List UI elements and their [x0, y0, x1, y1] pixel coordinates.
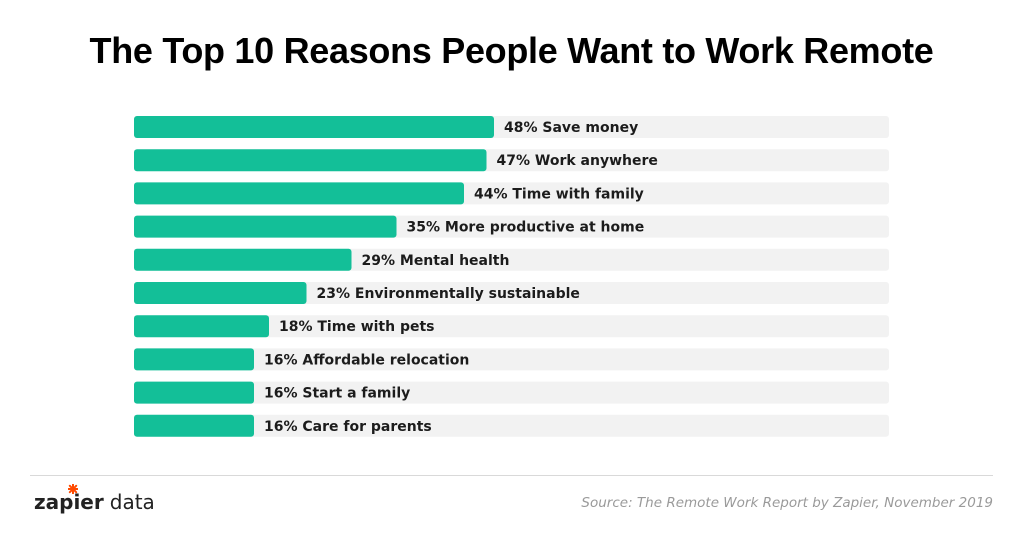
chart-title: The Top 10 Reasons People Want to Work R… — [89, 30, 934, 71]
brand-name-text: zapier — [34, 490, 104, 514]
bar-label-8: 16% Affordable relocation — [264, 352, 469, 368]
bar-track — [134, 282, 889, 304]
bar-4 — [134, 215, 397, 238]
bar-10 — [134, 414, 254, 437]
bar-label-9: 16% Start a family — [264, 386, 410, 402]
bar-label-6: 23% Environmentally sustainable — [317, 286, 580, 302]
zapier-asterisk-icon — [68, 484, 78, 494]
bar-7 — [134, 315, 269, 338]
bar-track — [134, 381, 889, 404]
bar-9 — [134, 381, 254, 404]
bar-label-10: 16% Care for parents — [264, 419, 432, 435]
brand-logo: zapier data — [34, 484, 155, 514]
bar-label-1: 48% Save money — [504, 120, 638, 136]
bar-2 — [134, 149, 487, 172]
bar-8 — [134, 348, 254, 371]
bar-label-5: 29% Mental health — [362, 253, 510, 269]
bar-3 — [134, 182, 464, 205]
bar-6 — [134, 282, 307, 304]
brand-suffix: data — [109, 490, 155, 514]
bar-track — [134, 348, 889, 371]
bar-1 — [134, 116, 494, 138]
bar-label-4: 35% More productive at home — [407, 220, 645, 236]
bar-label-2: 47% Work anywhere — [497, 153, 658, 169]
bar-5 — [134, 248, 352, 271]
bar-track — [134, 315, 889, 338]
source-note: Source: The Remote Work Report by Zapier… — [581, 495, 993, 511]
brand-name: zapier — [34, 484, 104, 514]
bar-label-7: 18% Time with pets — [279, 319, 435, 335]
bar-label-3: 44% Time with family — [474, 186, 644, 202]
bar-track — [134, 414, 889, 437]
footer-divider — [30, 475, 993, 476]
